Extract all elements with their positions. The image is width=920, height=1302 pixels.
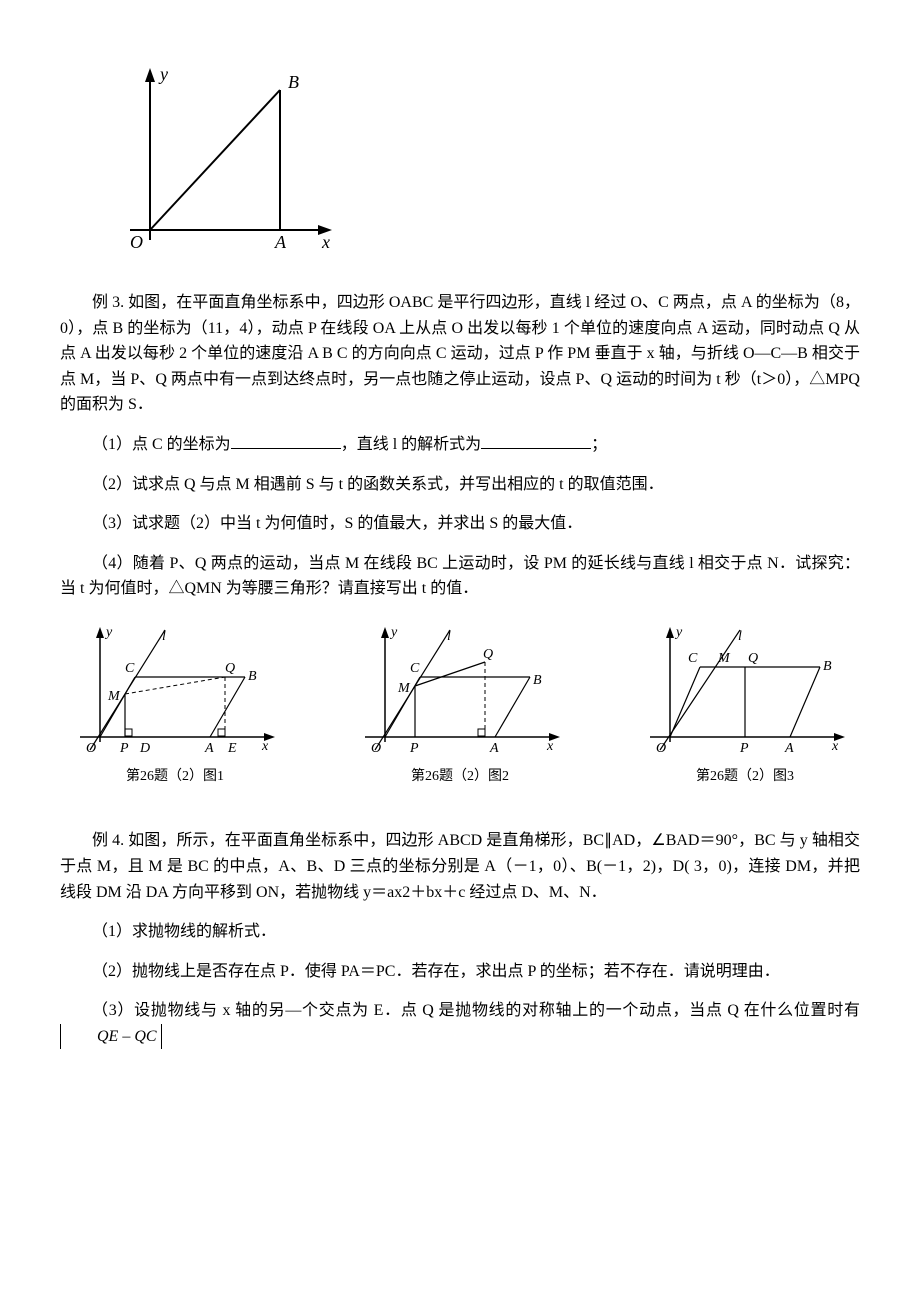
- example3-q1: （1）点 C 的坐标为 ，直线 l 的解析式为 ；: [60, 432, 860, 458]
- svg-text:l: l: [162, 629, 166, 644]
- example3-intro: 例 3. 如图，在平面直角坐标系中，四边形 OABC 是平行四边形，直线 l 经…: [60, 290, 860, 418]
- figure-1-caption: 第26题（2）图1: [70, 766, 280, 788]
- svg-text:O: O: [656, 741, 666, 756]
- blank-1: [231, 433, 341, 449]
- svg-text:C: C: [688, 651, 698, 666]
- svg-text:x: x: [546, 739, 554, 754]
- label-A: A: [274, 232, 287, 252]
- svg-text:Q: Q: [748, 651, 758, 666]
- abs-expression: QE – QC: [60, 1024, 162, 1050]
- q1-prefix: （1）点 C 的坐标为: [92, 436, 231, 453]
- svg-text:O: O: [86, 741, 96, 756]
- blank-2: [481, 433, 591, 449]
- svg-text:C: C: [410, 661, 420, 676]
- svg-text:x: x: [261, 739, 269, 754]
- example4-q3: （3）设抛物线与 x 轴的另—个交点为 E．点 Q 是抛物线的对称轴上的一个动点…: [60, 998, 860, 1049]
- q1-suffix: ；: [591, 436, 607, 453]
- q1-mid: ，直线 l 的解析式为: [341, 436, 481, 453]
- figure-2-caption: 第26题（2）图2: [355, 766, 565, 788]
- top-coordinate-figure: O A B x y: [100, 60, 860, 260]
- svg-text:x: x: [831, 739, 839, 754]
- svg-text:A: A: [489, 741, 499, 756]
- svg-text:P: P: [409, 741, 419, 756]
- svg-text:Q: Q: [483, 647, 493, 662]
- example3-q3: （3）试求题（2）中当 t 为何值时，S 的值最大，并求出 S 的最大值．: [60, 511, 860, 537]
- figure-2: O P A x y l C M B Q 第26题（2）图2: [355, 622, 565, 788]
- example4-q1: （1）求抛物线的解析式．: [60, 919, 860, 945]
- svg-text:A: A: [204, 741, 214, 756]
- svg-text:B: B: [248, 669, 257, 684]
- figure-3-caption: 第26题（2）图3: [640, 766, 850, 788]
- svg-text:y: y: [674, 625, 683, 640]
- svg-text:O: O: [371, 741, 381, 756]
- example4-intro: 例 4. 如图，所示，在平面直角坐标系中，四边形 ABCD 是直角梯形，BC∥A…: [60, 828, 860, 905]
- svg-text:P: P: [119, 741, 129, 756]
- svg-text:y: y: [104, 625, 113, 640]
- figure-3: O P A x y l C M Q B 第26题（2）图3: [640, 622, 850, 788]
- svg-text:B: B: [533, 673, 542, 688]
- svg-text:A: A: [784, 741, 794, 756]
- svg-text:M: M: [397, 681, 411, 696]
- q3-prefix: （3）设抛物线与 x 轴的另—个交点为 E．点 Q 是抛物线的对称轴上的一个动点…: [92, 1002, 860, 1019]
- triple-figures-row: O P D A E x y l C M B Q 第26题（2）图1: [60, 622, 860, 788]
- svg-text:E: E: [227, 741, 237, 756]
- example3-q2: （2）试求点 Q 与点 M 相遇前 S 与 t 的函数关系式，并写出相应的 t …: [60, 472, 860, 498]
- svg-text:l: l: [738, 629, 742, 644]
- svg-text:C: C: [125, 661, 135, 676]
- svg-text:Q: Q: [225, 661, 235, 676]
- example4-q2: （2）抛物线上是否存在点 P．使得 PA＝PC．若存在，求出点 P 的坐标；若不…: [60, 959, 860, 985]
- figure-1: O P D A E x y l C M B Q 第26题（2）图1: [70, 622, 280, 788]
- label-O: O: [130, 232, 143, 252]
- label-B: B: [288, 72, 299, 92]
- svg-text:y: y: [389, 625, 398, 640]
- svg-text:M: M: [717, 651, 731, 666]
- svg-text:M: M: [107, 689, 121, 704]
- label-y: y: [158, 64, 168, 84]
- svg-text:l: l: [447, 629, 451, 644]
- example3-q4: （4）随着 P、Q 两点的运动，当点 M 在线段 BC 上运动时，设 PM 的延…: [60, 551, 860, 602]
- svg-text:D: D: [139, 741, 150, 756]
- svg-text:P: P: [739, 741, 749, 756]
- label-x: x: [321, 232, 330, 252]
- svg-text:B: B: [823, 659, 832, 674]
